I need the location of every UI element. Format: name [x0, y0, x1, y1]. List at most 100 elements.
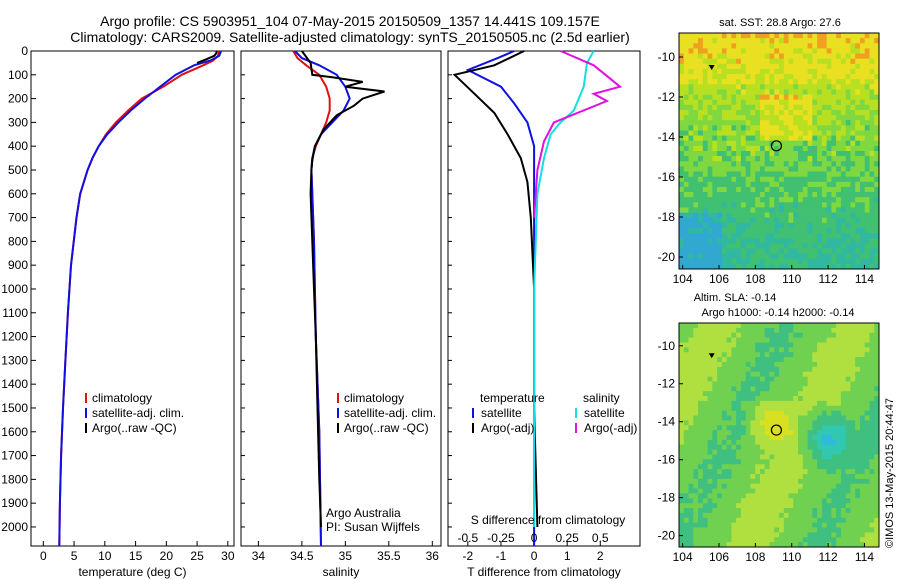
- map-cell: [764, 104, 770, 111]
- map-cell: [688, 332, 694, 338]
- map-cell: [717, 181, 723, 188]
- map-cell: [831, 110, 837, 116]
- map-cell: [750, 135, 756, 142]
- map-cell: [855, 352, 861, 358]
- map-cell: [721, 459, 728, 465]
- map-cell: [683, 327, 689, 334]
- map-cell: [779, 483, 785, 489]
- map-cell: [740, 459, 747, 465]
- map-cell: [779, 542, 785, 548]
- map-cell: [793, 207, 799, 213]
- map-cell: [693, 474, 699, 480]
- map-cell: [721, 140, 728, 147]
- map-cell: [764, 33, 770, 39]
- map-cell: [826, 366, 832, 373]
- map-cell: [698, 420, 704, 426]
- map-cell: [826, 74, 832, 80]
- map-cell: [812, 371, 818, 377]
- map-cell: [698, 512, 704, 519]
- map-cell: [760, 405, 766, 412]
- map-cell: [821, 120, 828, 126]
- map-cell: [774, 79, 780, 85]
- map-cell: [802, 337, 808, 343]
- map-cell: [760, 43, 766, 49]
- map-cell: [698, 327, 704, 334]
- map-cell: [764, 357, 770, 363]
- map-cell: [783, 327, 789, 334]
- map-cell: [860, 197, 866, 203]
- map-cell: [821, 58, 828, 65]
- map-cell: [845, 238, 851, 244]
- map-cell: [688, 371, 694, 377]
- map-cell: [693, 386, 699, 392]
- map-cell: [755, 459, 761, 465]
- map-cell: [836, 386, 842, 392]
- map-cell: [831, 376, 837, 382]
- map-cell: [679, 469, 685, 475]
- map-cell: [702, 376, 708, 382]
- map-cell: [731, 454, 737, 460]
- map-cell: [736, 362, 742, 368]
- map-cell: [817, 212, 823, 219]
- map-cell: [869, 258, 875, 265]
- map-cell: [736, 233, 742, 239]
- map-cell: [774, 258, 780, 265]
- map-cell: [717, 430, 723, 436]
- map-cell: [836, 415, 842, 421]
- map-cell: [693, 171, 699, 177]
- map-cell: [750, 381, 756, 387]
- map-cell: [726, 212, 732, 219]
- map-cell: [683, 186, 689, 193]
- map-cell: [760, 145, 766, 152]
- map-cell: [860, 38, 866, 44]
- map-cell: [860, 228, 866, 234]
- map-cell: [740, 396, 747, 402]
- map-cell: [874, 396, 880, 402]
- map-cell: [860, 115, 866, 121]
- map-cell: [850, 161, 856, 167]
- map-cell: [831, 420, 837, 426]
- map-cell: [698, 508, 704, 514]
- map-cell: [874, 104, 880, 111]
- map-cell: [679, 156, 685, 162]
- map-cell: [707, 537, 713, 543]
- map-cell: [760, 352, 766, 358]
- map-cell: [760, 449, 766, 455]
- map-cell: [874, 464, 880, 470]
- map-cell: [840, 192, 847, 198]
- map-cell: [855, 63, 861, 70]
- map-cell: [874, 400, 880, 407]
- map-cell: [693, 522, 699, 528]
- map-cell: [869, 217, 875, 224]
- map-cell: [740, 357, 747, 363]
- map-cell: [812, 342, 818, 348]
- map-cell: [802, 449, 808, 455]
- map-cell: [869, 532, 875, 538]
- map-cell: [745, 503, 751, 509]
- map-cell: [736, 130, 742, 136]
- map-cell: [702, 425, 708, 431]
- map-cell: [760, 84, 766, 90]
- map-cell: [726, 48, 732, 54]
- map-cell: [740, 243, 747, 249]
- map-cell: [698, 115, 704, 121]
- map-cell: [679, 38, 685, 44]
- map-cell: [845, 135, 851, 142]
- map-cell: [821, 222, 828, 229]
- map-cell: [693, 405, 699, 412]
- map-cell: [679, 161, 685, 167]
- map-cell: [745, 248, 751, 254]
- map-cell: [736, 449, 742, 455]
- map-cell: [817, 79, 823, 85]
- map-cell: [826, 342, 832, 348]
- map-cell: [740, 527, 747, 533]
- map-cell: [726, 125, 732, 131]
- map-cell: [736, 248, 742, 254]
- map-cell: [798, 207, 804, 213]
- map-cell: [798, 263, 804, 270]
- map-cell: [836, 342, 842, 348]
- map-cell: [712, 337, 718, 343]
- map-cell: [874, 125, 880, 131]
- map-cell: [774, 347, 780, 353]
- map-cell: [798, 542, 804, 548]
